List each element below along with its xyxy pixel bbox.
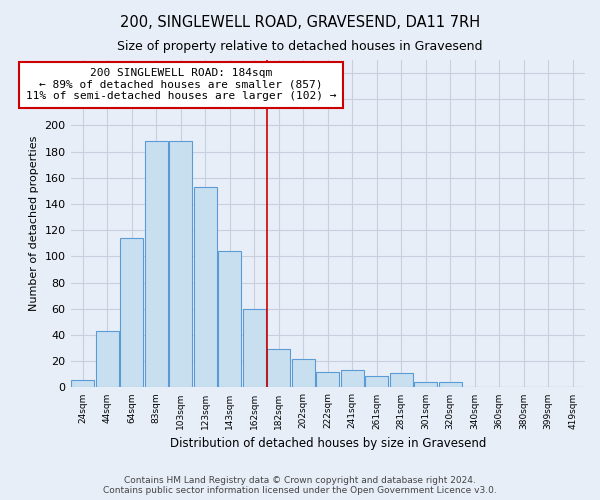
Text: 200 SINGLEWELL ROAD: 184sqm
← 89% of detached houses are smaller (857)
11% of se: 200 SINGLEWELL ROAD: 184sqm ← 89% of det… [26,68,336,102]
Bar [316,372,340,388]
Bar [365,376,388,388]
Bar [267,350,290,388]
Bar [120,238,143,388]
X-axis label: Distribution of detached houses by size in Gravesend: Distribution of detached houses by size … [170,437,486,450]
Text: 200, SINGLEWELL ROAD, GRAVESEND, DA11 7RH: 200, SINGLEWELL ROAD, GRAVESEND, DA11 7R… [120,15,480,30]
Bar [341,370,364,388]
Bar [414,382,437,388]
Text: Contains HM Land Registry data © Crown copyright and database right 2024.
Contai: Contains HM Land Registry data © Crown c… [103,476,497,495]
Bar [194,187,217,388]
Bar [71,380,94,388]
Text: Size of property relative to detached houses in Gravesend: Size of property relative to detached ho… [117,40,483,53]
Bar [218,251,241,388]
Bar [292,358,315,388]
Bar [389,373,413,388]
Bar [96,331,119,388]
Y-axis label: Number of detached properties: Number of detached properties [29,136,39,312]
Bar [242,309,266,388]
Bar [169,141,193,388]
Bar [145,141,168,388]
Bar [439,382,462,388]
